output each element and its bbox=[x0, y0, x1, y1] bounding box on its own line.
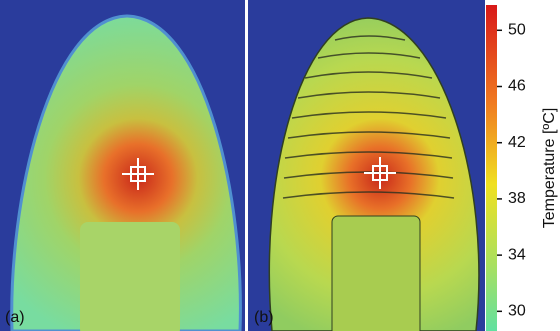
panel-label: (b) bbox=[254, 309, 274, 326]
lamp-block bbox=[80, 222, 180, 331]
lamp-block bbox=[332, 216, 420, 331]
colorbar-tick-label: 30 bbox=[508, 303, 526, 320]
colorbar-tick-label: 42 bbox=[508, 134, 526, 151]
colorbar-tick-label: 34 bbox=[508, 246, 526, 263]
colorbar-tick-label: 46 bbox=[508, 78, 526, 95]
colorbar bbox=[486, 5, 497, 331]
colorbar-label: Temperature [ºC] bbox=[541, 108, 558, 229]
colorbar-tick-label: 38 bbox=[508, 190, 526, 207]
colorbar-tick-label: 50 bbox=[508, 22, 526, 39]
panel-label: (a) bbox=[5, 309, 25, 326]
figure: (a) (b) Temperature [ºC] 30 34 38 42 46 50 bbox=[0, 0, 560, 331]
page: (a) (b) Temperature [ºC] 303438424650 ((… bbox=[0, 0, 560, 331]
